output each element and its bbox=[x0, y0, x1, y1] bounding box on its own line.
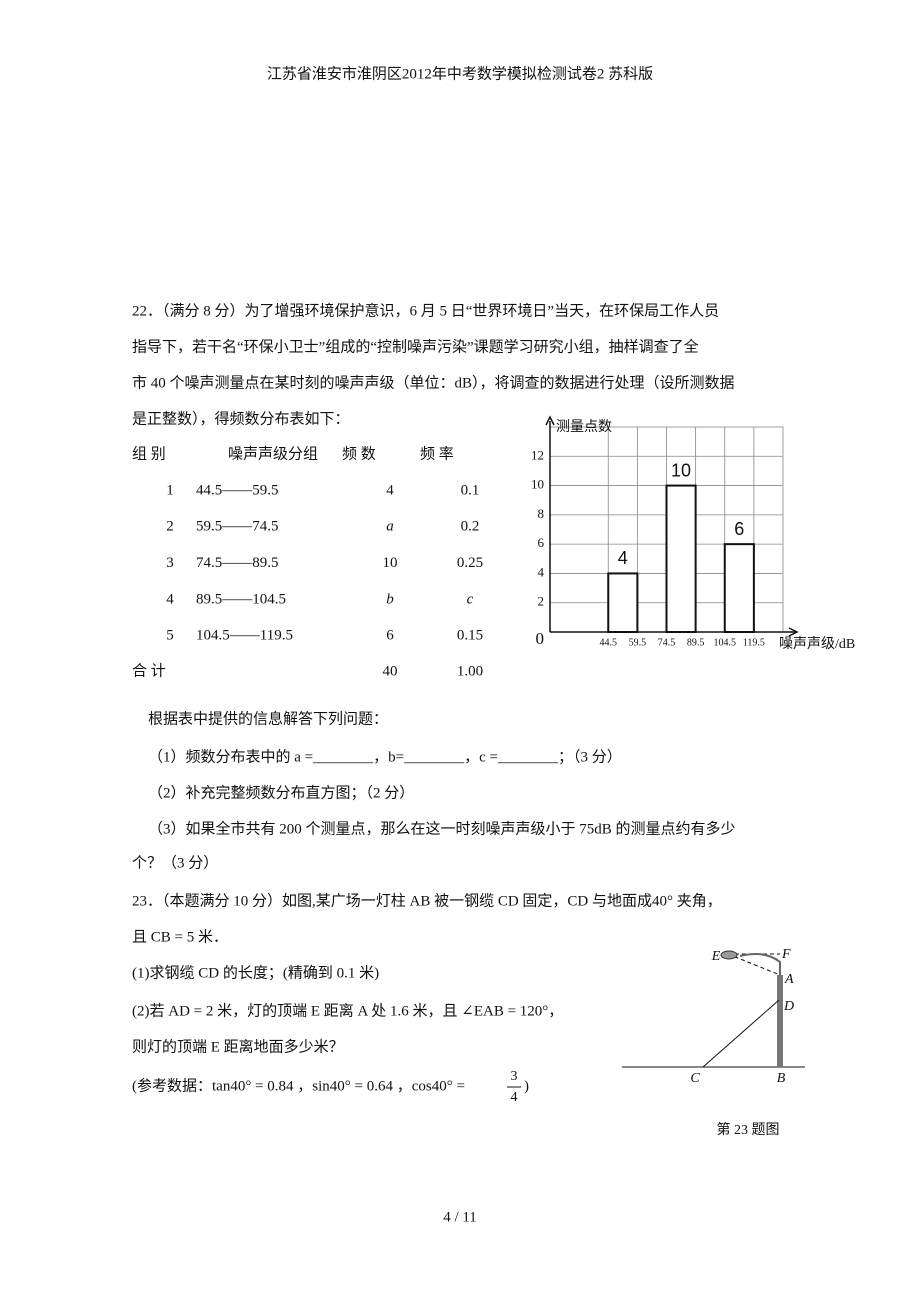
x-axis-arrow bbox=[788, 627, 799, 637]
table-total: 40 bbox=[383, 663, 398, 679]
question: （1）频数分布表中的 a =________，b=________，c =___… bbox=[148, 748, 622, 765]
histogram: 0 2 4 6 8 10 12 44.5 59.5 74.5 89.5 104.5 119.5 测量点数噪… bbox=[531, 415, 855, 652]
table-cell: 89.5——104.5 bbox=[196, 591, 286, 607]
point-label: A bbox=[784, 972, 794, 987]
table-cell: 44.5——59.5 bbox=[196, 482, 279, 498]
prompt: 根据表中提供的信息解答下列问题： bbox=[148, 710, 388, 727]
x-axis-label: 噪声声级/dB bbox=[779, 636, 855, 652]
question: （2）补充完整频数分布直方图；（2 分） bbox=[148, 784, 414, 801]
table-cell: 1 bbox=[166, 482, 174, 498]
lamp-arm bbox=[739, 953, 781, 975]
question: 个？（3 分） bbox=[132, 854, 218, 871]
header-title: 江苏省淮安市淮阴区2012年中考数学模拟检测试卷2 苏科版 bbox=[267, 65, 653, 82]
table-cell: 2 bbox=[166, 519, 174, 535]
table-cell: a bbox=[386, 519, 394, 535]
y-tick-label: 0 bbox=[536, 629, 545, 648]
table-cell: 0.1 bbox=[461, 482, 480, 498]
x-tick-label: 44.5 bbox=[600, 637, 618, 648]
y-tick-label: 6 bbox=[538, 535, 545, 550]
table-total: 合 计 bbox=[132, 662, 166, 679]
table-cell: 0.25 bbox=[457, 555, 483, 571]
intro-line: 指导下，若干名“环保小卫士”组成的“控制噪声污染”课题学习研究小组，抽样调查了全 bbox=[132, 337, 699, 355]
problem-line: (1)求钢缆 CD 的长度；(精确到 0.1 米) bbox=[132, 964, 379, 981]
table-cell: 6 bbox=[386, 628, 394, 644]
y-axis-label: 测量点数 bbox=[556, 419, 612, 435]
point-label: F bbox=[781, 947, 791, 962]
x-tick-label: 104.5 bbox=[714, 637, 737, 648]
pole bbox=[777, 975, 783, 1067]
intro-line: 是正整数），得频数分布表如下： bbox=[132, 410, 350, 427]
intro-line: 市 40 个噪声测量点在某时刻的噪声声级（单位：dB），将调查的数据进行处理（设… bbox=[132, 373, 735, 391]
bar bbox=[665, 484, 697, 634]
table-cell: 5 bbox=[166, 628, 174, 644]
bar bbox=[723, 543, 755, 634]
table-total: 1.00 bbox=[457, 663, 483, 679]
bar-label: 10 bbox=[671, 460, 691, 480]
cable bbox=[702, 999, 780, 1068]
x-tick-label: 119.5 bbox=[743, 637, 765, 648]
y-tick-label: 8 bbox=[538, 506, 545, 521]
point-label: D bbox=[783, 999, 794, 1014]
table-cell: 104.5——119.5 bbox=[196, 628, 293, 644]
question: （3）如果全市共有 200 个测量点，那么在这一时刻噪声声级小于 75dB 的测… bbox=[148, 819, 736, 837]
table-cell: 0.2 bbox=[461, 519, 480, 535]
page-number: 4 / 11 bbox=[443, 1209, 477, 1225]
table-cell: c bbox=[467, 591, 474, 607]
table-cell: 74.5——89.5 bbox=[196, 555, 279, 571]
table-cell: 4 bbox=[166, 591, 174, 607]
table-header: 组 别 bbox=[132, 445, 166, 462]
reference: ) bbox=[524, 1078, 529, 1094]
table-cell: 4 bbox=[386, 482, 394, 498]
x-tick-label: 74.5 bbox=[658, 637, 676, 648]
y-axis-arrow bbox=[545, 415, 555, 426]
bar bbox=[607, 572, 639, 634]
intro-line: 22．（满分 8 分）为了增强环境保护意识，6 月 5 日“世界环境日”当天，在… bbox=[132, 301, 719, 319]
table-cell: 10 bbox=[383, 555, 398, 571]
table-cell: b bbox=[386, 591, 394, 607]
point-label: E bbox=[711, 949, 721, 964]
lamp bbox=[720, 950, 738, 960]
y-tick-label: 2 bbox=[538, 594, 545, 609]
frequency-table: 组 别 噪声声级分组 频 数 频 率 bbox=[132, 444, 454, 462]
y-tick-label: 10 bbox=[531, 477, 544, 492]
table-rows: 1 44.5——59.5 4 0.1 2 59.5——74.5 a 0.2 3 74.5——89.… bbox=[166, 482, 483, 643]
point-label: B bbox=[777, 1071, 786, 1086]
point-label: C bbox=[690, 1071, 700, 1086]
table-cell: 0.15 bbox=[457, 628, 483, 644]
x-tick-label: 89.5 bbox=[687, 637, 705, 648]
dashed-line bbox=[727, 953, 781, 976]
x-tick-label: 59.5 bbox=[629, 637, 647, 648]
bar-label: 4 bbox=[618, 548, 628, 568]
reference: (参考数据：tan40° = 0.84 ，sin40° = 0.64 ，cos4… bbox=[132, 1077, 465, 1094]
figure-23: E F A D C B 第 23 题图 bbox=[622, 947, 805, 1138]
fraction-denominator: 4 bbox=[511, 1090, 518, 1105]
problem-line: (2)若 AD = 2 米，灯的顶端 E 距离 A 处 1.6 米，且 ∠EAB… bbox=[132, 1002, 563, 1019]
table-cell: 59.5——74.5 bbox=[196, 519, 279, 535]
y-tick-label: 4 bbox=[538, 564, 545, 579]
bar-label: 6 bbox=[734, 519, 744, 539]
fraction-numerator: 3 bbox=[511, 1069, 518, 1084]
table-header: 频 数 bbox=[342, 445, 376, 462]
problem-line: 则灯的顶端 E 距离地面多少米？ bbox=[132, 1038, 344, 1055]
problem-line: 23．（本题满分 10 分）如图,某广场一灯柱 AB 被一钢缆 CD 固定，CD… bbox=[132, 892, 722, 909]
figure-caption: 第 23 题图 bbox=[717, 1121, 780, 1138]
table-header: 频 率 bbox=[420, 445, 454, 462]
table-header: 噪声声级分组 bbox=[228, 444, 318, 462]
table-cell: 3 bbox=[166, 555, 174, 571]
problem-line: 且 CB = 5 米． bbox=[132, 928, 228, 945]
y-tick-label: 12 bbox=[531, 447, 544, 462]
